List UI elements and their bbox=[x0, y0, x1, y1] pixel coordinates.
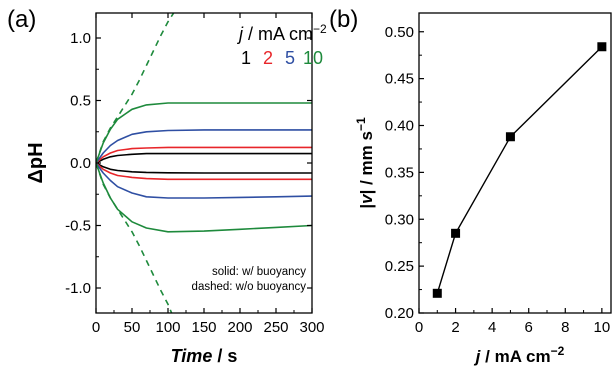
data-point bbox=[597, 42, 607, 52]
chart-b-y-ticks: 0.20 0.25 0.30 0.35 0.40 0.45 0.50 bbox=[385, 24, 424, 322]
series-line-10-solid-positive bbox=[96, 102, 312, 164]
chart-a: 0 50 100 150 200 250 300 -1.0 -0.5 0.0 0.5 1.0 Tim… bbox=[25, 12, 327, 366]
x-tick-label: 2 bbox=[451, 319, 459, 336]
series-line bbox=[436, 46, 603, 294]
x-tick-label: 10 bbox=[594, 319, 611, 336]
series-line-5-solid-positive bbox=[96, 129, 312, 164]
legend-entry-1: 1 bbox=[241, 48, 251, 68]
panel-a-label: (a) bbox=[7, 6, 36, 33]
chart-a-y-ticks: -1.0 -0.5 0.0 0.5 1.0 bbox=[65, 30, 312, 297]
x-tick-label: 100 bbox=[155, 319, 180, 336]
chart-b-x-ticks: 0 2 4 6 8 10 bbox=[415, 308, 610, 336]
y-tick-label: 0.5 bbox=[70, 93, 91, 110]
data-point bbox=[451, 228, 461, 238]
y-tick-label: 0.35 bbox=[385, 164, 414, 181]
x-tick-label: 200 bbox=[227, 319, 252, 336]
series-line-2-solid-positive bbox=[96, 146, 312, 164]
y-tick-label: 0.20 bbox=[385, 305, 414, 322]
y-tick-label: 0.30 bbox=[385, 211, 414, 228]
x-tick-label: 0 bbox=[92, 319, 100, 336]
series-line-1-solid-positive bbox=[96, 152, 312, 164]
x-tick-label: 4 bbox=[488, 319, 496, 336]
chart-a-y-axis-label: ΔpH bbox=[25, 142, 47, 183]
y-tick-label: -1.0 bbox=[65, 280, 91, 297]
chart-b-x-axis-label: j / mA cm−2 bbox=[474, 344, 565, 366]
note-dashed: dashed: w/o buoyancy bbox=[192, 281, 307, 293]
series-line-5-solid-negative bbox=[96, 162, 312, 199]
x-tick-label: 250 bbox=[263, 319, 288, 336]
y-tick-label: 1.0 bbox=[70, 30, 91, 47]
panel-b-label: (b) bbox=[329, 6, 358, 33]
y-tick-label: 0.0 bbox=[70, 155, 91, 172]
legend: j / mA cm−2 1 2 5 10 solid: w/ buoyancy … bbox=[192, 22, 327, 293]
legend-entry-5: 5 bbox=[285, 48, 295, 68]
series-line-2-solid-negative bbox=[96, 162, 312, 181]
series-line-10-dashed-negative bbox=[96, 162, 173, 313]
legend-entry-2: 2 bbox=[263, 48, 273, 68]
chart-b-series bbox=[432, 42, 607, 298]
chart-b: 0 2 4 6 8 10 0.20 0.25 0.30 0.35 0.40 0.45 0.50 j /… bbox=[354, 12, 612, 366]
y-tick-label: 0.40 bbox=[385, 118, 414, 135]
series-line-10-solid-negative bbox=[96, 162, 312, 233]
x-tick-label: 8 bbox=[561, 319, 569, 336]
data-point bbox=[505, 132, 515, 142]
x-tick-label: 150 bbox=[191, 319, 216, 336]
series-line-1-solid-negative bbox=[96, 162, 312, 174]
chart-a-x-ticks: 0 50 100 150 200 250 300 bbox=[92, 13, 325, 336]
x-tick-label: 0 bbox=[415, 319, 423, 336]
note-solid: solid: w/ buoyancy bbox=[212, 266, 306, 278]
legend-entry-10: 10 bbox=[303, 48, 323, 68]
y-tick-label: 0.45 bbox=[385, 71, 414, 88]
y-tick-label: 0.25 bbox=[385, 258, 414, 275]
y-tick-label: 0.50 bbox=[385, 24, 414, 41]
chart-a-series bbox=[96, 13, 312, 313]
x-tick-label: 50 bbox=[124, 319, 141, 336]
chart-a-x-axis-label: Time / s bbox=[171, 346, 238, 366]
chart-b-y-axis-label: |v| / mm s−1 bbox=[354, 117, 376, 209]
legend-title: j / mA cm−2 bbox=[236, 22, 327, 44]
series-line-10-dashed-positive bbox=[96, 13, 175, 164]
y-tick-label: -0.5 bbox=[65, 218, 91, 235]
data-point bbox=[432, 288, 442, 298]
x-tick-label: 6 bbox=[525, 319, 533, 336]
x-tick-label: 300 bbox=[299, 319, 324, 336]
chart-b-frame bbox=[418, 12, 612, 314]
